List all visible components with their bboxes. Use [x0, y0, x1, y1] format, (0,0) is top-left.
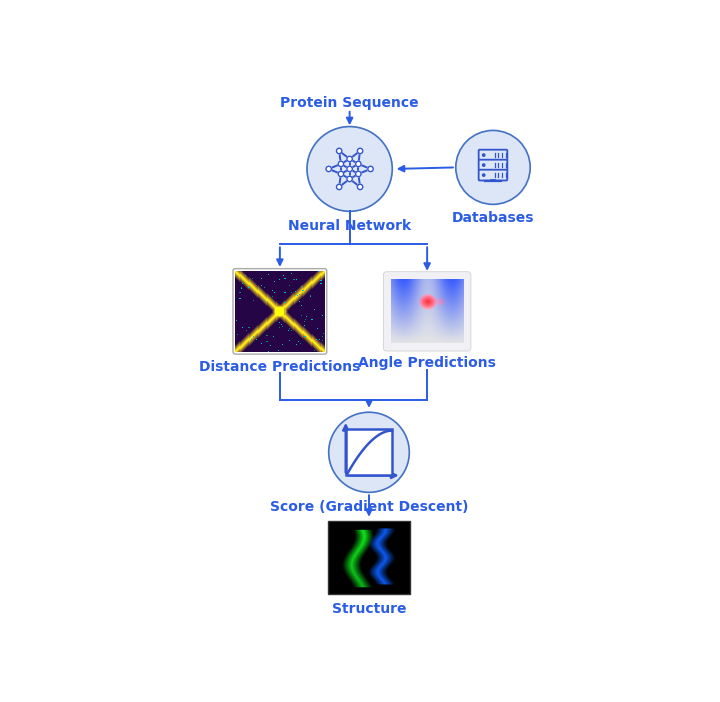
FancyBboxPatch shape	[383, 272, 471, 351]
Text: Distance Predictions: Distance Predictions	[199, 359, 361, 373]
Text: Neural Network: Neural Network	[288, 219, 411, 233]
Text: Structure: Structure	[332, 602, 406, 616]
Circle shape	[347, 166, 352, 171]
Circle shape	[368, 166, 373, 171]
Circle shape	[326, 166, 331, 171]
Circle shape	[357, 148, 363, 154]
Circle shape	[482, 174, 485, 176]
Bar	[346, 429, 392, 475]
Bar	[328, 521, 410, 595]
Circle shape	[357, 184, 363, 190]
Circle shape	[347, 176, 352, 182]
Circle shape	[336, 148, 342, 154]
Circle shape	[482, 164, 485, 166]
Circle shape	[482, 154, 485, 157]
Text: Databases: Databases	[451, 211, 534, 225]
Text: Angle Predictions: Angle Predictions	[358, 356, 496, 370]
Circle shape	[347, 157, 352, 161]
Circle shape	[338, 171, 343, 177]
FancyBboxPatch shape	[479, 150, 508, 161]
Circle shape	[456, 131, 530, 204]
Text: Protein Sequence: Protein Sequence	[280, 95, 419, 110]
Circle shape	[356, 171, 361, 177]
Circle shape	[336, 184, 342, 190]
Circle shape	[356, 161, 361, 166]
Text: Score (Gradient Descent): Score (Gradient Descent)	[270, 500, 468, 514]
FancyBboxPatch shape	[479, 170, 508, 180]
Circle shape	[338, 161, 343, 166]
FancyBboxPatch shape	[479, 159, 508, 171]
Circle shape	[307, 126, 392, 211]
Circle shape	[329, 412, 409, 492]
